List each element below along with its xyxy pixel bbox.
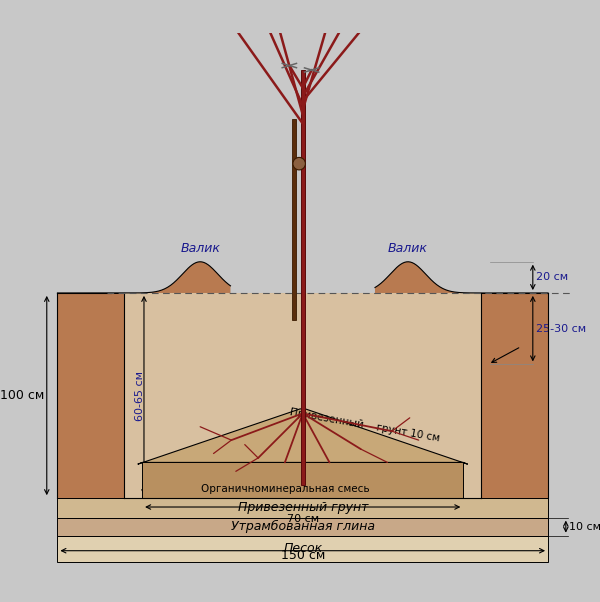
Polygon shape — [481, 293, 548, 498]
Polygon shape — [138, 409, 468, 464]
Text: Органичноминеральная смесь: Органичноминеральная смесь — [200, 484, 369, 494]
Circle shape — [293, 157, 305, 170]
Text: Валик: Валик — [180, 241, 220, 255]
Text: 35 - 40 см: 35 - 40 см — [311, 475, 365, 485]
Bar — [142, 462, 463, 498]
Text: 10 см: 10 см — [569, 521, 600, 532]
Text: Валик: Валик — [388, 241, 428, 255]
Bar — [58, 518, 548, 536]
Bar — [58, 536, 548, 562]
Text: 70 см: 70 см — [287, 514, 319, 524]
Text: Песок: Песок — [283, 542, 322, 556]
Text: Утрамбованная глина: Утрамбованная глина — [231, 520, 375, 533]
Text: 20 см: 20 см — [536, 272, 569, 282]
Text: 60-65 см: 60-65 см — [136, 371, 145, 421]
Polygon shape — [58, 293, 124, 498]
Text: 25-30 см: 25-30 см — [536, 324, 587, 334]
Bar — [124, 293, 481, 498]
Bar — [58, 498, 548, 518]
Polygon shape — [58, 262, 230, 293]
Polygon shape — [375, 262, 548, 293]
Text: 100 см: 100 см — [0, 389, 44, 402]
Text: 150 см: 150 см — [281, 548, 325, 562]
Text: Привезенный    грунт 10 см: Привезенный грунт 10 см — [289, 407, 441, 443]
Text: Привезенный грунт: Привезенный грунт — [238, 501, 368, 514]
Bar — [301, 70, 305, 485]
Bar — [292, 119, 296, 320]
